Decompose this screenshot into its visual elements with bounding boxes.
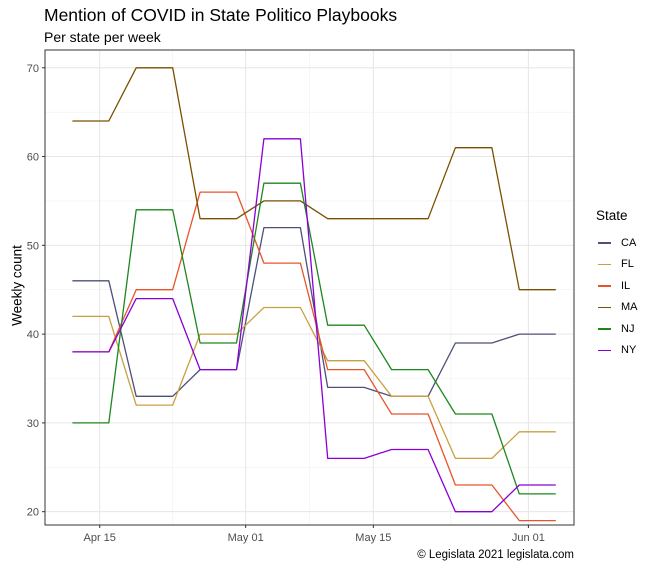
x-tick-label: Apr 15: [84, 532, 116, 544]
series-line-nj: [72, 182, 556, 495]
legend-key: [596, 342, 613, 359]
legend-key: [596, 234, 613, 251]
chart-subtitle: Per state per week: [44, 29, 161, 45]
legend-label: IL: [621, 279, 631, 292]
legend-item-ca: CA: [596, 232, 638, 254]
legend-label: FL: [621, 258, 634, 271]
legend-key: [596, 299, 613, 316]
chart-title: Mention of COVID in State Politico Playb…: [44, 5, 398, 25]
x-tick-label: May 01: [228, 532, 264, 544]
legend-label: NJ: [621, 322, 635, 335]
series-line-ma: [72, 67, 556, 291]
y-tick-label: 30: [27, 418, 39, 430]
y-tick-label: 50: [27, 240, 39, 252]
legend-key: [596, 277, 613, 294]
y-tick-label: 40: [27, 329, 39, 341]
legend-title: State: [596, 208, 628, 223]
legend-item-nj: NJ: [596, 318, 638, 340]
series-line-fl: [72, 306, 556, 460]
series-line-il: [72, 191, 556, 522]
series-line-ny: [72, 138, 556, 513]
legend: State CA FL IL MA NJ NY: [596, 208, 638, 361]
y-tick-label: 20: [27, 507, 39, 519]
legend-label: NY: [621, 344, 637, 357]
series-line-ca: [72, 226, 556, 397]
x-tick-label: May 15: [355, 532, 391, 544]
chart-caption: © Legislata 2021 legislata.com: [417, 549, 574, 561]
legend-key: [596, 320, 613, 337]
legend-item-ny: NY: [596, 340, 638, 362]
y-tick-label: 70: [27, 63, 39, 75]
legend-key: [596, 256, 613, 273]
y-tick-label: 60: [27, 152, 39, 164]
legend-label: MA: [621, 301, 638, 314]
legend-item-fl: FL: [596, 254, 638, 276]
legend-label: CA: [621, 236, 637, 249]
legend-item-ma: MA: [596, 297, 638, 319]
legend-item-il: IL: [596, 275, 638, 297]
plot-border: [44, 49, 575, 526]
x-tick-label: Jun 01: [512, 532, 545, 544]
